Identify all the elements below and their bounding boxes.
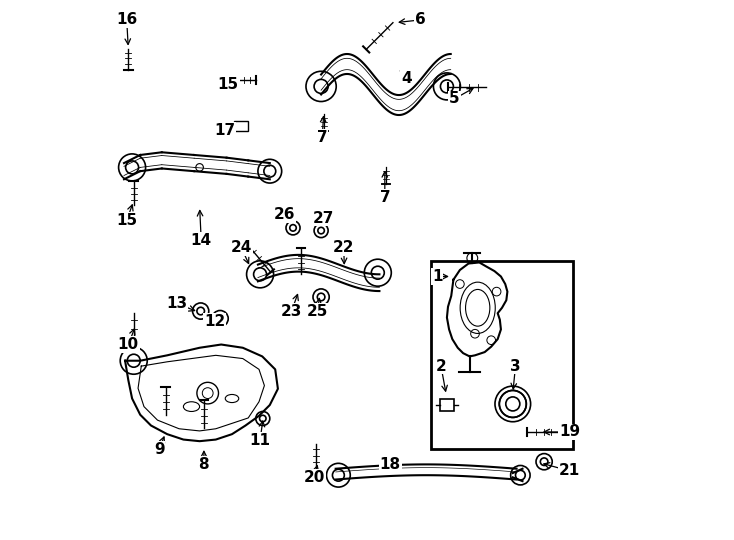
Text: 19: 19 bbox=[559, 424, 580, 440]
Text: 17: 17 bbox=[214, 123, 236, 138]
Text: 18: 18 bbox=[379, 457, 401, 472]
Text: 13: 13 bbox=[167, 296, 187, 311]
Text: 26: 26 bbox=[274, 207, 295, 222]
Text: 15: 15 bbox=[116, 213, 137, 228]
Text: 23: 23 bbox=[280, 304, 302, 319]
Text: 2: 2 bbox=[435, 359, 446, 374]
Text: 9: 9 bbox=[154, 442, 164, 457]
Text: 7: 7 bbox=[379, 190, 390, 205]
Text: 5: 5 bbox=[449, 91, 459, 106]
Text: 4: 4 bbox=[401, 71, 412, 86]
Bar bbox=[431, 261, 573, 449]
Text: 12: 12 bbox=[204, 314, 225, 329]
Text: 20: 20 bbox=[303, 470, 324, 485]
Text: 22: 22 bbox=[333, 240, 355, 255]
Text: 27: 27 bbox=[313, 211, 335, 226]
Text: 6: 6 bbox=[415, 12, 425, 28]
Text: 16: 16 bbox=[116, 12, 137, 28]
Bar bbox=[440, 399, 454, 411]
Text: 10: 10 bbox=[117, 337, 139, 352]
Text: 14: 14 bbox=[191, 233, 212, 248]
Text: 24: 24 bbox=[230, 240, 252, 255]
Text: 25: 25 bbox=[307, 304, 328, 319]
Text: 15: 15 bbox=[218, 77, 239, 92]
Text: 21: 21 bbox=[559, 463, 580, 478]
Text: 1: 1 bbox=[432, 269, 443, 284]
Text: 7: 7 bbox=[317, 130, 327, 145]
Text: 11: 11 bbox=[250, 433, 271, 448]
Bar bbox=[234, 121, 248, 131]
Text: 3: 3 bbox=[510, 359, 521, 374]
Text: 8: 8 bbox=[199, 457, 209, 472]
